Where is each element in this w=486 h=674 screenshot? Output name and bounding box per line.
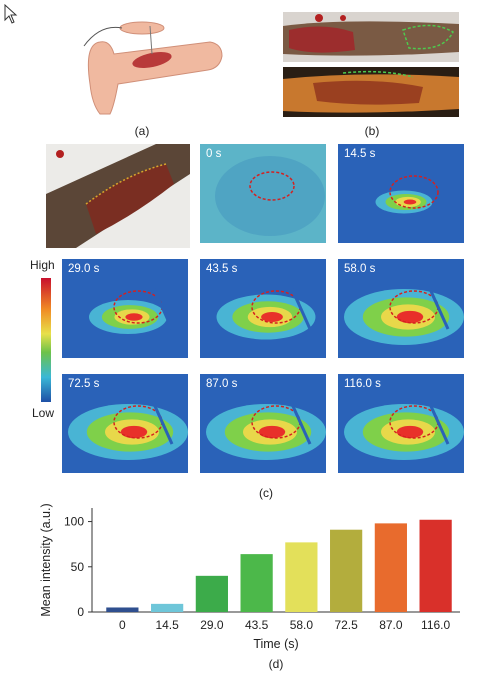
- thermal-frame: 29.0 s: [62, 259, 188, 358]
- panel-b-label: (b): [364, 124, 380, 138]
- colorbar-high-label: High: [30, 258, 55, 272]
- bar: [330, 529, 363, 612]
- panel-c-label: (c): [259, 486, 273, 500]
- x-tick-label: 87.0: [379, 618, 403, 632]
- thermal-frame: 116.0 s: [338, 374, 464, 473]
- y-tick-label: 100: [64, 515, 84, 529]
- frame-time-label: 116.0 s: [344, 378, 381, 390]
- thermal-frame: 87.0 s: [200, 374, 326, 473]
- bar: [151, 603, 184, 612]
- frame-time-label: 58.0 s: [344, 263, 376, 275]
- thermal-image: [62, 374, 188, 473]
- thermal-frame: 0 s: [200, 144, 326, 243]
- thermal-frame: 43.5 s: [200, 259, 326, 358]
- frame-time-label: 0 s: [206, 148, 222, 160]
- bar: [374, 523, 407, 612]
- bar: [195, 575, 228, 612]
- x-tick-label: 14.5: [155, 618, 179, 632]
- thermal-image: [338, 259, 464, 358]
- thermal-image: [62, 259, 188, 358]
- thermal-frame: 72.5 s: [62, 374, 188, 473]
- bar: [419, 519, 452, 612]
- panel-a-label: (a): [134, 124, 150, 138]
- panel-d-label: (d): [269, 657, 284, 671]
- thermal-image: [200, 374, 326, 473]
- colorbar-low-label: Low: [32, 406, 55, 420]
- thermal-frame: 14.5 s: [338, 144, 464, 243]
- leg-illustration: [83, 21, 223, 115]
- thermal-frame: 58.0 s: [338, 259, 464, 358]
- x-axis-label: Time (s): [253, 637, 298, 651]
- bar: [106, 607, 139, 612]
- bar-chart: 0 50 100 0 14.5 29.0 43.5 58.0 72.5 87.0 116.0 Time…: [39, 503, 460, 671]
- frame-time-label: 43.5 s: [206, 263, 238, 275]
- x-tick-label: 72.5: [334, 618, 358, 632]
- x-tick-label: 116.0: [421, 618, 450, 632]
- frame-time-label: 14.5 s: [344, 148, 376, 160]
- y-tick-label: 50: [71, 560, 85, 574]
- y-tick-label: 0: [77, 605, 84, 619]
- mouse-cursor-icon: [4, 4, 18, 24]
- wound-photo-top: [283, 12, 459, 62]
- frame-time-label: 72.5 s: [68, 378, 100, 390]
- thermal-image: [338, 144, 464, 243]
- frame-time-label: 29.0 s: [68, 263, 100, 275]
- frame-time-label: 87.0 s: [206, 378, 238, 390]
- x-tick-label: 58.0: [290, 618, 314, 632]
- bar: [285, 542, 318, 612]
- x-tick-label: 43.5: [245, 618, 269, 632]
- wound-photo-leg: [46, 144, 190, 248]
- wound-photo-bottom: [283, 67, 459, 117]
- thermal-image: [200, 259, 326, 358]
- x-tick-label: 29.0: [200, 618, 224, 632]
- y-axis-label: Mean intensity (a.u.): [39, 503, 53, 616]
- thermal-image: [200, 144, 326, 243]
- x-tick-label: 0: [119, 618, 126, 632]
- bar: [240, 554, 273, 612]
- colorbar: [41, 278, 51, 402]
- thermal-image: [338, 374, 464, 473]
